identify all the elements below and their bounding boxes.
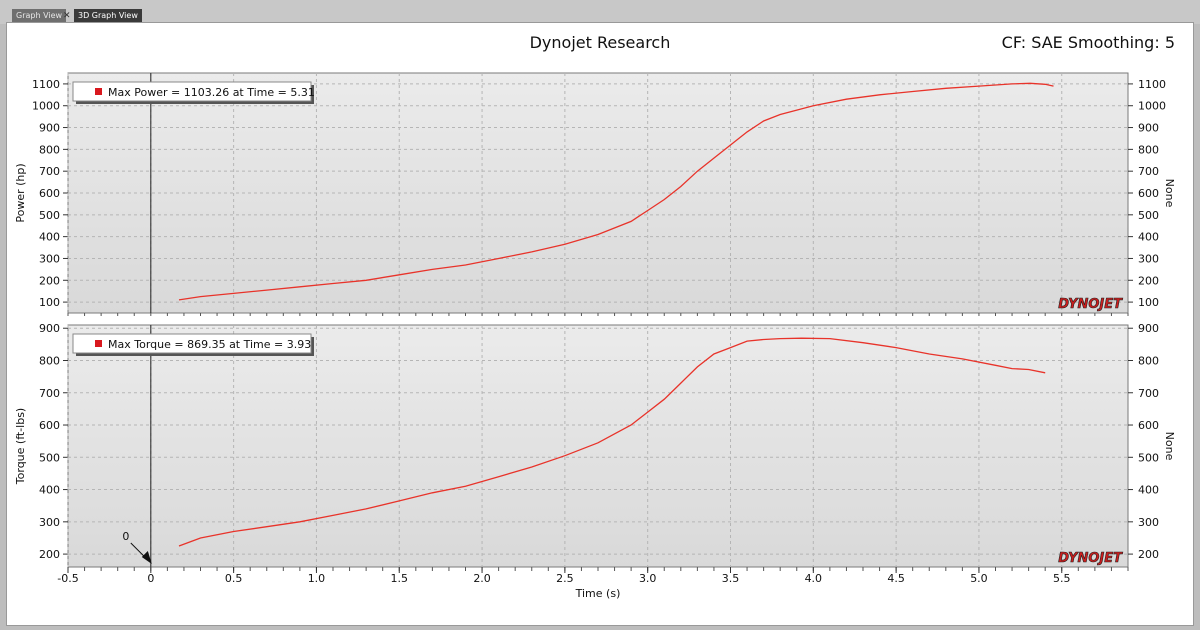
torque-ytick-label-right: 400 (1138, 484, 1159, 497)
zero-marker-label: 0 (122, 530, 129, 543)
power-legend-swatch (95, 88, 102, 95)
power-ytick-label-right: 700 (1138, 165, 1159, 178)
torque-ytick-label: 700 (39, 387, 60, 400)
xtick-label: 0.5 (225, 572, 243, 585)
x-axis-label: Time (s) (575, 587, 621, 600)
power-ytick-label: 300 (39, 252, 60, 265)
xtick-label: 3.5 (722, 572, 740, 585)
torque-right-axis-label: None (1163, 432, 1176, 461)
power-ytick-label-right: 600 (1138, 187, 1159, 200)
torque-series-line (178, 337, 1046, 547)
tab-graph-view[interactable]: Graph View (12, 9, 67, 23)
torque-ytick-label: 400 (39, 484, 60, 497)
power-legend-box (72, 81, 312, 102)
power-ytick-label: 1000 (32, 100, 60, 113)
torque-ytick-label-right: 600 (1138, 419, 1159, 432)
torque-ytick-label: 300 (39, 516, 60, 529)
close-icon[interactable]: ✕ (63, 11, 71, 21)
power-ytick-label-right: 900 (1138, 122, 1159, 135)
torque-ytick-label-right: 300 (1138, 516, 1159, 529)
xtick-label: 5.0 (970, 572, 988, 585)
tab-3d-graph-view[interactable]: 3D Graph View (74, 9, 142, 23)
power-right-axis-label: None (1163, 179, 1176, 208)
power-ytick-label: 200 (39, 274, 60, 287)
xtick-label: 1.5 (391, 572, 409, 585)
torque-dynojet-logo: DYNOJET (1058, 551, 1123, 566)
torque-ylabel: Torque (ft-lbs) (14, 408, 27, 485)
power-ytick-label-right: 1000 (1138, 100, 1166, 113)
xtick-label: 4.0 (805, 572, 823, 585)
power-ytick-label-right: 400 (1138, 231, 1159, 244)
torque-ytick-label-right: 800 (1138, 354, 1159, 367)
xtick-label: 1.0 (308, 572, 326, 585)
power-ytick-label-right: 300 (1138, 252, 1159, 265)
zero-marker-arrow (141, 551, 152, 564)
power-ytick-label-right: 200 (1138, 274, 1159, 287)
xtick-label: 2.0 (473, 572, 491, 585)
power-ytick-label: 1100 (32, 78, 60, 91)
power-ytick-label: 600 (39, 187, 60, 200)
torque-legend-box (72, 333, 312, 354)
power-dynojet-logo: DYNOJET (1058, 297, 1123, 312)
torque-ytick-label: 900 (39, 322, 60, 335)
power-ytick-label: 100 (39, 296, 60, 309)
torque-panel: 200 200 300 300 400 400 500 500 600 600 700 700 800 8… (14, 322, 1176, 571)
power-series-line (178, 82, 1054, 301)
power-ytick-label: 700 (39, 165, 60, 178)
power-ytick-label: 800 (39, 143, 60, 156)
torque-legend-text: Max Torque = 869.35 at Time = 3.93 (108, 338, 311, 351)
torque-ytick-label-right: 500 (1138, 451, 1159, 464)
power-ytick-label: 500 (39, 209, 60, 222)
torque-ytick-label-right: 700 (1138, 387, 1159, 400)
power-ytick-label: 400 (39, 231, 60, 244)
power-ytick-label-right: 500 (1138, 209, 1159, 222)
power-ytick-label-right: 1100 (1138, 78, 1166, 91)
power-legend-text: Max Power = 1103.26 at Time = 5.31 (108, 86, 315, 99)
power-panel: 100 100 200 200 300 300 400 400 500 500 600 600 700 7… (14, 72, 1176, 316)
correction-factor-label: CF: SAE Smoothing: 5 (1001, 33, 1175, 52)
torque-ytick-label: 800 (39, 354, 60, 367)
chart-header-title: Dynojet Research (529, 33, 671, 52)
power-ytick-label-right: 800 (1138, 143, 1159, 156)
xtick-label: 4.5 (887, 572, 905, 585)
xtick-label: 0 (147, 572, 154, 585)
power-ylabel: Power (hp) (14, 163, 27, 222)
torque-ytick-label: 600 (39, 419, 60, 432)
torque-ytick-label-right: 200 (1138, 548, 1159, 561)
torque-legend-swatch (95, 340, 102, 347)
power-ytick-label: 900 (39, 122, 60, 135)
xtick-label: 3.0 (639, 572, 657, 585)
xtick-label: 5.5 (1053, 572, 1071, 585)
xtick-label: 2.5 (556, 572, 574, 585)
torque-ytick-label: 200 (39, 548, 60, 561)
power-ytick-label-right: 100 (1138, 296, 1159, 309)
torque-ytick-label: 500 (39, 451, 60, 464)
xtick-label: -0.5 (57, 572, 78, 585)
tab-bar: Graph View ✕ 3D Graph View (0, 0, 1200, 24)
torque-plot-area (67, 324, 1129, 568)
torque-ytick-label-right: 900 (1138, 322, 1159, 335)
